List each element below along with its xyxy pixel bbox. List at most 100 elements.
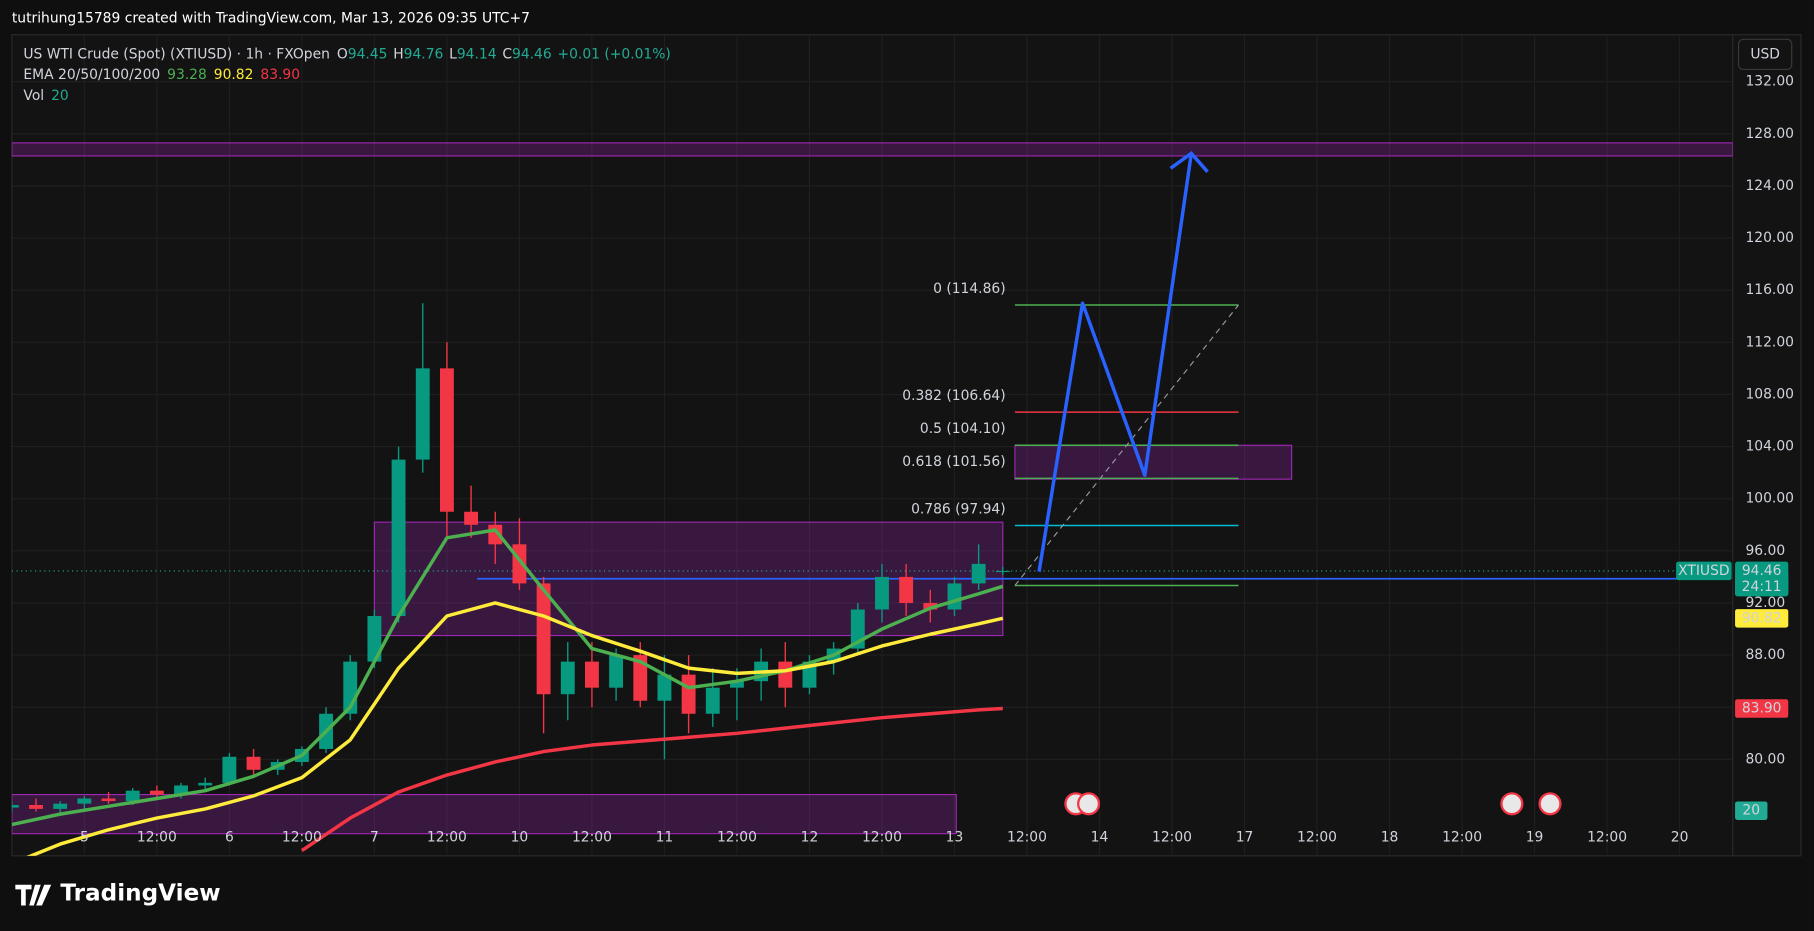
candle-body <box>609 655 624 688</box>
vol-badge-label: 20 <box>1742 803 1760 819</box>
y-tick-label: 96.00 <box>1745 543 1785 559</box>
price-badge <box>1735 609 1789 628</box>
y-tick-label: 112.00 <box>1745 334 1793 350</box>
low-value: 94.14 <box>457 46 497 62</box>
candle-body <box>246 756 261 770</box>
ema-value: 93.28 <box>167 67 207 83</box>
ohlc-label: H <box>393 46 403 62</box>
x-tick-label: 20 <box>1671 829 1689 845</box>
ohlc-label: L <box>449 46 457 62</box>
symbol-tag <box>1676 561 1732 581</box>
y-tick-label: 132.00 <box>1745 74 1793 90</box>
logo: TradingView <box>60 880 220 906</box>
grid <box>11 34 1733 856</box>
x-tick-label: 12:00 <box>427 829 467 845</box>
symbol-tag-label: XTIUSD <box>1678 563 1729 579</box>
event-icons <box>1064 792 1562 816</box>
ema-legend: EMA 20/50/100/200 93.28 90.82 83.90 <box>23 67 300 83</box>
ema-value: 90.82 <box>214 67 254 83</box>
x-tick-label: 12:00 <box>1007 829 1047 845</box>
x-tick-label: 12:00 <box>1152 829 1192 845</box>
x-tick-label: 12:00 <box>862 829 902 845</box>
zone <box>1014 444 1293 480</box>
arrow-head <box>1169 150 1209 173</box>
candle-body <box>464 511 479 525</box>
ema-line <box>300 706 1003 853</box>
candle-body <box>681 674 696 714</box>
candle-body <box>584 661 599 688</box>
candle-body <box>125 790 140 802</box>
y-tick-label: 120.00 <box>1745 230 1793 246</box>
candle-body <box>391 459 406 617</box>
x-tick-label: 11 <box>656 829 674 845</box>
currency-button[interactable] <box>1737 38 1793 70</box>
candle-body <box>875 576 889 610</box>
candle-body <box>29 804 43 809</box>
currency[interactable]: USD <box>1750 46 1780 62</box>
x-tick-label: 6 <box>225 829 234 845</box>
close-value: 94.46 <box>512 46 552 62</box>
candle-body <box>705 687 720 714</box>
candle-body <box>923 602 938 610</box>
candle-body <box>536 583 551 695</box>
candle-body <box>947 583 962 610</box>
x-tick-label: 12:00 <box>137 829 177 845</box>
x-tick-label: 12 <box>801 829 819 845</box>
credit: tutrihung15789 created with TradingView.… <box>12 11 530 27</box>
x-tick-label: 12:00 <box>1442 829 1482 845</box>
fib-label: 0.618 (101.56) <box>902 454 1005 470</box>
vol-badge <box>1735 801 1768 820</box>
x-tick-label: 18 <box>1381 829 1399 845</box>
x-tick-label: 12:00 <box>572 829 612 845</box>
y-tick-label: 104.00 <box>1745 439 1793 455</box>
y-tick-label: 128.00 <box>1745 126 1793 142</box>
open-value: 94.45 <box>348 46 388 62</box>
y-tick-label: 88.00 <box>1745 647 1785 663</box>
high-value: 94.76 <box>404 46 444 62</box>
x-tick-label: 19 <box>1526 829 1544 845</box>
candle-body <box>560 661 575 695</box>
candle-body <box>657 674 672 701</box>
x-tick-label: 12:00 <box>1587 829 1627 845</box>
chart-panel <box>11 34 1802 857</box>
logo-mark <box>15 884 52 906</box>
candle-body <box>633 655 648 701</box>
fib-label: 0.382 (106.64) <box>902 388 1005 404</box>
change: +0.01 (+0.01%) <box>558 46 671 62</box>
x-tick-label: 5 <box>80 829 89 845</box>
candle-body <box>439 368 454 512</box>
event-icon[interactable] <box>1500 792 1524 816</box>
fib-trend <box>1014 304 1239 586</box>
y-tick-label: 100.00 <box>1745 491 1793 507</box>
event-icon[interactable] <box>1077 792 1101 816</box>
candle-body <box>222 756 237 783</box>
candle-body <box>415 368 430 460</box>
candle-body <box>198 782 213 786</box>
candle-body <box>899 576 914 603</box>
x-tick-label: 14 <box>1091 829 1109 845</box>
y-tick-label: 116.00 <box>1745 282 1793 298</box>
y-tick-label: 108.00 <box>1745 386 1793 402</box>
x-tick-label: 13 <box>946 829 964 845</box>
ema-value: 83.90 <box>260 67 300 83</box>
price-badge-label: 90.82 <box>1742 610 1782 626</box>
candle-body <box>53 803 68 809</box>
fib-label: 0 (114.86) <box>933 281 1006 297</box>
projection-path <box>1037 153 1194 572</box>
zone <box>11 142 1733 157</box>
candle-body <box>77 798 92 804</box>
event-icon[interactable] <box>1538 792 1562 816</box>
ohlc-label: O <box>337 46 348 62</box>
y-tick-label: 80.00 <box>1745 751 1785 767</box>
symbol: US WTI Crude (Spot) (XTIUSD) · 1h · FXOp… <box>23 46 330 62</box>
x-tick-label: 12:00 <box>1297 829 1337 845</box>
ema-line <box>11 528 1004 827</box>
legend-line: US WTI Crude (Spot) (XTIUSD) · 1h · FXOp… <box>23 46 670 62</box>
y-tick-label: 124.00 <box>1745 178 1793 194</box>
candle-body <box>995 570 1010 573</box>
candle-body <box>367 616 382 662</box>
candle-body <box>971 563 986 584</box>
axes: 80.0084.0088.0092.0096.00100.00104.00108… <box>80 74 1794 846</box>
y-tick-label: 92.00 <box>1745 595 1785 611</box>
